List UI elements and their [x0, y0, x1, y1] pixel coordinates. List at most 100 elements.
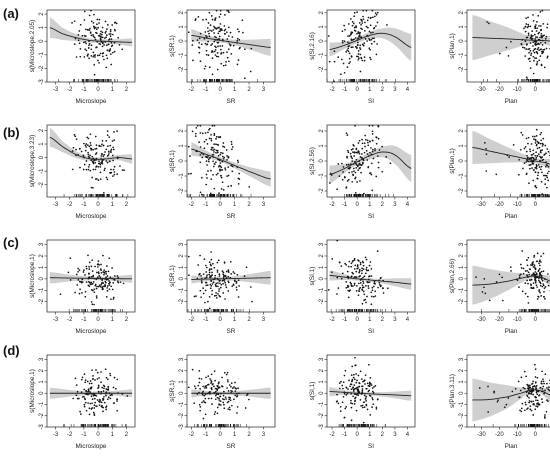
- data-point: [116, 400, 118, 402]
- data-point: [367, 141, 369, 144]
- data-point: [545, 152, 547, 155]
- data-point: [191, 39, 194, 42]
- data-point: [362, 280, 364, 283]
- data-point: [222, 394, 225, 397]
- x-tick-label: 0: [96, 317, 100, 323]
- data-point: [339, 405, 342, 408]
- data-point: [371, 130, 374, 133]
- data-point: [547, 150, 550, 153]
- fitted-smooth-line: [329, 391, 412, 397]
- data-point: [87, 393, 89, 396]
- data-point: [223, 275, 225, 278]
- data-point: [218, 16, 221, 18]
- x-tick-label: -20: [495, 432, 504, 438]
- data-point: [369, 377, 372, 379]
- data-point: [357, 282, 360, 285]
- y-tick-label: 2: [39, 128, 45, 132]
- data-point: [340, 58, 343, 61]
- data-point: [538, 394, 540, 397]
- data-point: [74, 377, 77, 380]
- data-point: [533, 138, 535, 140]
- data-point: [102, 55, 104, 58]
- data-point: [215, 138, 217, 140]
- data-point: [542, 34, 545, 37]
- x-tick-label: 3: [262, 432, 266, 438]
- data-point: [359, 399, 362, 401]
- data-point: [536, 399, 539, 402]
- data-point: [351, 271, 354, 274]
- data-point: [107, 43, 110, 46]
- data-point: [369, 261, 372, 263]
- data-point: [210, 258, 213, 261]
- data-point: [534, 363, 536, 366]
- data-point: [526, 395, 529, 398]
- data-point: [367, 144, 370, 147]
- data-point: [237, 279, 240, 282]
- data-point: [333, 50, 336, 53]
- data-point: [235, 286, 238, 289]
- x-tick-label: 2: [381, 432, 385, 438]
- data-point: [542, 270, 545, 273]
- data-point: [85, 49, 88, 52]
- data-point: [534, 57, 536, 59]
- y-tick-label: 0: [459, 39, 465, 43]
- data-point: [101, 42, 104, 45]
- data-point: [351, 380, 353, 383]
- data-point: [351, 21, 354, 23]
- data-point: [535, 163, 538, 166]
- data-point: [78, 292, 81, 295]
- data-point: [520, 273, 522, 276]
- data-point: [202, 385, 204, 388]
- data-point: [90, 276, 93, 278]
- data-point: [113, 139, 115, 141]
- data-point: [84, 144, 87, 147]
- data-point: [541, 149, 543, 151]
- data-point: [115, 22, 118, 25]
- x-tick-label: -2: [189, 202, 195, 208]
- data-point: [106, 285, 109, 287]
- data-point: [343, 374, 346, 377]
- x-tick-label: -1: [342, 432, 348, 438]
- data-point: [208, 261, 211, 263]
- data-point: [345, 394, 348, 396]
- data-point: [83, 269, 85, 272]
- y-tick-label: 0: [39, 391, 45, 395]
- y-tick-label: 2: [319, 10, 325, 14]
- data-point: [116, 173, 119, 175]
- data-point: [209, 156, 212, 159]
- data-point: [530, 286, 533, 289]
- data-point: [341, 272, 344, 275]
- data-point: [230, 382, 233, 384]
- y-tick-label: 0: [179, 277, 185, 281]
- data-point: [535, 134, 538, 137]
- data-point: [88, 44, 90, 47]
- data-point: [93, 291, 96, 294]
- data-point: [215, 36, 217, 39]
- data-point: [217, 165, 220, 168]
- data-point: [205, 18, 208, 21]
- data-point: [372, 148, 374, 151]
- data-point: [342, 171, 344, 173]
- data-point: [538, 403, 541, 406]
- data-point: [358, 275, 361, 278]
- data-point: [520, 267, 523, 269]
- data-point: [89, 154, 91, 157]
- data-point: [236, 37, 239, 40]
- y-tick-label: -3: [319, 424, 325, 430]
- y-tick-label: 2: [319, 129, 325, 133]
- data-point: [219, 45, 222, 47]
- data-point: [250, 47, 253, 50]
- data-point: [93, 404, 96, 407]
- data-point: [98, 18, 101, 21]
- data-point: [213, 40, 216, 43]
- data-point: [92, 275, 94, 278]
- data-point: [520, 263, 522, 266]
- x-axis-title: Plan: [505, 213, 518, 220]
- data-point: [360, 163, 362, 166]
- y-tick-label: 1: [319, 380, 325, 384]
- data-point: [227, 269, 230, 271]
- data-point: [206, 177, 208, 179]
- data-point: [223, 403, 225, 406]
- data-point: [85, 265, 88, 268]
- x-tick-label: 2: [247, 432, 251, 438]
